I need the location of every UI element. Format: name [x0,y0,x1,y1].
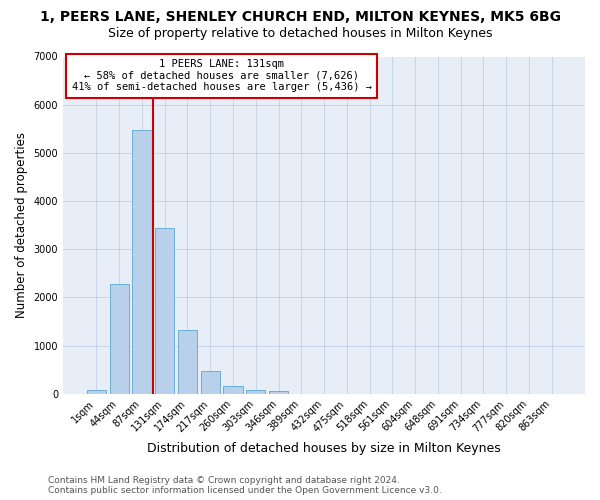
Bar [223,386,242,394]
Bar [87,390,106,394]
Bar [110,284,129,394]
Bar [246,390,265,394]
Bar [269,392,288,394]
Text: Contains HM Land Registry data © Crown copyright and database right 2024.
Contai: Contains HM Land Registry data © Crown c… [48,476,442,495]
Bar [155,228,175,394]
Bar [132,130,152,394]
Bar [200,371,220,394]
Bar [178,330,197,394]
X-axis label: Distribution of detached houses by size in Milton Keynes: Distribution of detached houses by size … [147,442,501,455]
Text: 1 PEERS LANE: 131sqm
← 58% of detached houses are smaller (7,626)
41% of semi-de: 1 PEERS LANE: 131sqm ← 58% of detached h… [71,59,371,92]
Y-axis label: Number of detached properties: Number of detached properties [15,132,28,318]
Text: Size of property relative to detached houses in Milton Keynes: Size of property relative to detached ho… [108,28,492,40]
Text: 1, PEERS LANE, SHENLEY CHURCH END, MILTON KEYNES, MK5 6BG: 1, PEERS LANE, SHENLEY CHURCH END, MILTO… [40,10,560,24]
